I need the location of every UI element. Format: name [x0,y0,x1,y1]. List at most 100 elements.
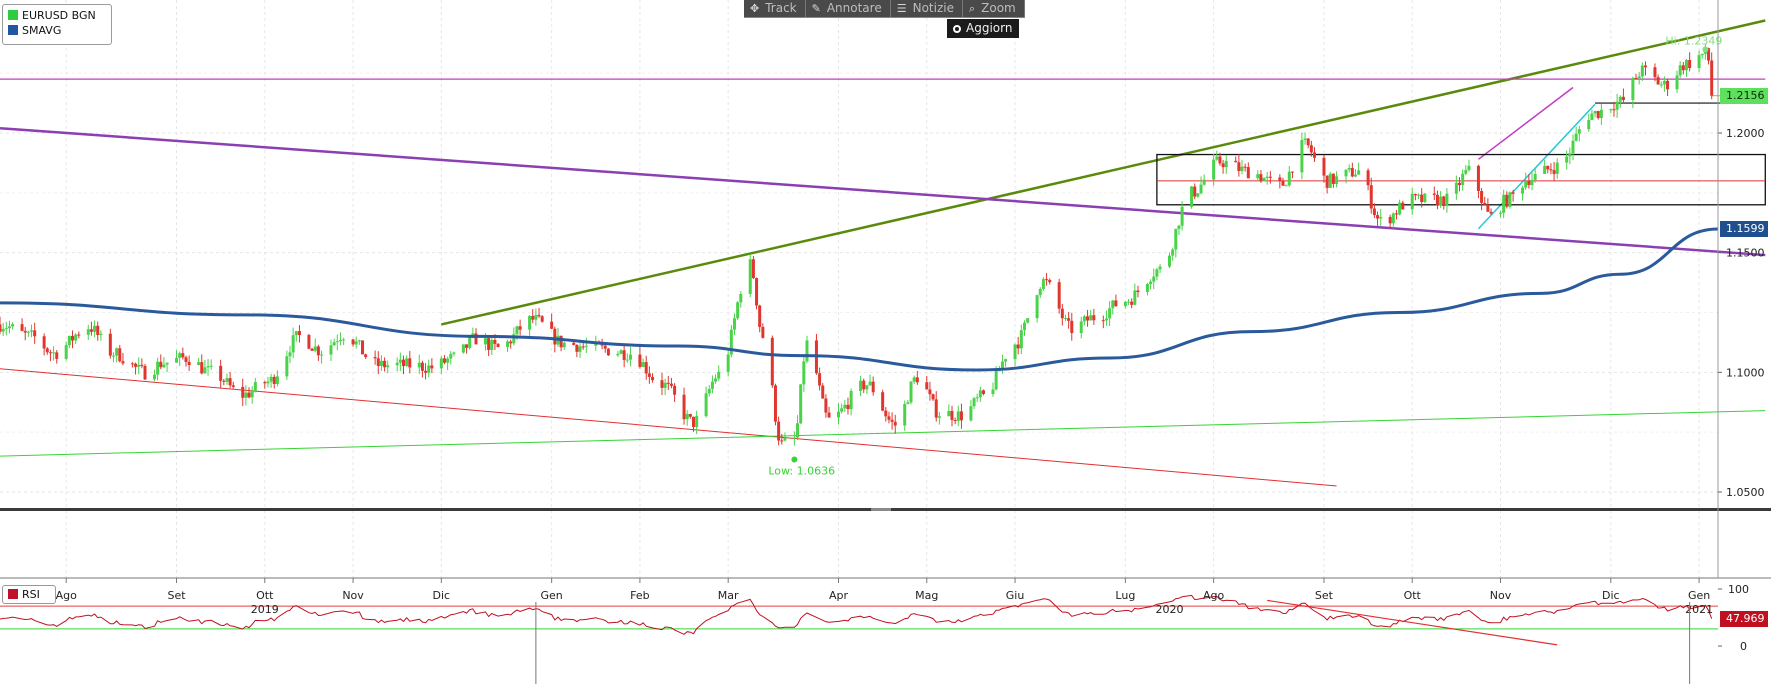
candle-body [1599,109,1603,119]
candle-body [1662,80,1666,85]
candle-body [1174,228,1178,250]
candle-body [152,374,156,380]
candle [1199,176,1203,195]
candle-body [682,394,686,420]
candle [937,411,941,425]
candle-body [1328,173,1332,188]
candle-body [247,392,251,398]
toolbar-label: Annotare [826,1,882,15]
rsi-legend[interactable]: RSI [2,585,56,604]
candle [1284,184,1288,187]
year-label: 2019 [251,603,279,616]
candle-body [1577,129,1581,134]
candle-body [1240,166,1244,172]
candle [332,338,336,346]
candle [1019,324,1023,355]
candle-body [1331,173,1335,184]
candle [115,347,119,363]
candle-body [1196,193,1200,197]
candle-body [881,392,885,411]
candle [263,380,267,389]
candle [1108,301,1112,327]
candle [452,351,456,357]
candle [682,387,686,425]
candle-body [509,341,513,344]
candle [1413,193,1417,201]
candle [1596,110,1600,120]
candle [1038,287,1042,299]
candle-body [439,358,443,369]
candle [732,313,736,336]
candle [74,333,78,344]
candle-body [606,348,610,356]
candle [272,374,276,389]
candle-body [52,352,56,354]
candle [1155,267,1159,281]
x-tick-label: Ott [1404,589,1422,602]
candle [704,386,708,418]
chart-legend[interactable]: EURUSD BGN SMAVG [2,4,112,45]
refresh-button[interactable]: Aggiorn [947,19,1020,38]
year-label: 2020 [1156,603,1184,616]
candle-body [909,381,913,403]
candle [972,396,976,410]
toolbar-annotare-button[interactable]: ✎ Annotare [806,0,891,17]
candle [934,391,938,422]
candle-body [1423,193,1427,202]
candle [1278,174,1282,189]
candle-body [777,421,781,441]
candle [1593,110,1597,118]
candle [1609,108,1613,114]
candle [881,389,885,412]
candle-body [1353,174,1357,177]
candle [1262,177,1266,182]
candle [1287,166,1291,187]
rsi-pane [0,594,1718,646]
candle-body [461,344,465,353]
candle [773,383,777,426]
candle-body [383,360,387,368]
candle-body [837,411,841,418]
candle-body [134,363,138,367]
candle [928,381,932,401]
candle [578,339,582,358]
candle [1372,203,1376,219]
candle-body [357,340,361,342]
toolbar-zoom-button[interactable]: ⌕ Zoom [963,0,1025,17]
candle-body [1265,176,1269,179]
candle [584,337,588,354]
candle-body [739,293,743,303]
candle [1004,358,1008,367]
candle [1533,168,1537,183]
candle [1656,74,1660,85]
candle [1398,199,1402,216]
candle [729,324,733,358]
candle-body [272,376,276,384]
candle-body [528,315,532,330]
candle [827,406,831,418]
candles [0,44,1714,446]
candle-body [1609,109,1613,111]
candle-body [178,353,182,358]
toolbar-track-button[interactable]: ✥ Track [744,0,806,17]
toolbar-notizie-button[interactable]: ☰ Notizie [891,0,963,17]
candle-body [625,359,629,361]
candle [1571,134,1575,161]
candle-body [200,362,204,374]
candle [651,373,655,383]
candle [717,365,721,381]
candle [197,357,201,366]
x-tick-label: Mar [718,589,739,602]
candle-body [714,378,718,382]
candle-body [1325,175,1329,188]
candle [1300,132,1304,180]
candle [1643,61,1647,76]
candle-body [660,380,664,388]
candle [805,335,809,364]
candle [1246,162,1250,179]
candle [925,375,929,390]
candle-body [1593,111,1597,114]
candle [1196,192,1200,198]
